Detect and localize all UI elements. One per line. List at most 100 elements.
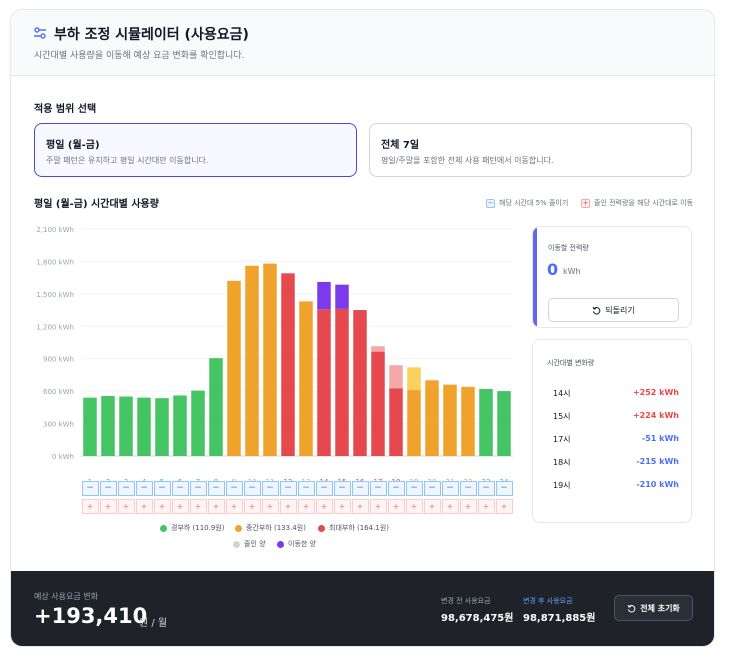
bar <box>245 265 259 456</box>
reduced-segment <box>389 365 403 389</box>
decrease-button[interactable]: − <box>81 481 99 496</box>
increase-button[interactable]: + <box>243 499 261 514</box>
bar <box>227 280 241 456</box>
decrease-button[interactable]: − <box>207 481 225 496</box>
bar <box>335 308 349 456</box>
scope-option-all-week[interactable]: 전체 7일 평일/주말을 포함한 전체 사용 패턴에서 이동합니다. <box>369 123 692 177</box>
change-row: 17시 -51 kWh <box>553 434 679 448</box>
increase-button[interactable]: + <box>333 499 351 514</box>
decrease-button[interactable]: − <box>189 481 207 496</box>
change-row: 15시 +224 kWh <box>553 411 679 425</box>
change-value: +252 kWh <box>632 388 679 397</box>
decrease-button[interactable]: − <box>477 481 495 496</box>
increase-button[interactable]: + <box>297 499 315 514</box>
sliders-icon <box>34 27 46 39</box>
decrease-button[interactable]: − <box>279 481 297 496</box>
decrease-button[interactable]: − <box>405 481 423 496</box>
change-hour: 18시 <box>553 458 571 467</box>
decrease-button[interactable]: − <box>99 481 117 496</box>
decrease-button[interactable]: − <box>495 481 513 496</box>
decrease-button[interactable]: − <box>351 481 369 496</box>
increase-button[interactable]: + <box>99 499 117 514</box>
bar <box>101 396 115 456</box>
accent-bar <box>533 227 537 327</box>
scope-label: 적용 범위 선택 <box>34 104 97 115</box>
decrease-button[interactable]: − <box>333 481 351 496</box>
decrease-button[interactable]: − <box>171 481 189 496</box>
legend-light-label: 경부하 (110.9원) <box>171 524 225 532</box>
legend-mid-swatch <box>235 524 242 532</box>
increase-button[interactable]: + <box>495 499 513 514</box>
decrease-button[interactable]: − <box>441 481 459 496</box>
revert-button[interactable]: 되돌리기 <box>548 298 679 322</box>
legend-peak-label: 최대부하 (164.1원) <box>329 524 389 532</box>
increase-button[interactable]: + <box>441 499 459 514</box>
reset-all-button[interactable]: 전체 초기화 <box>614 595 693 621</box>
moved-segment <box>335 284 349 309</box>
increase-button[interactable]: + <box>153 499 171 514</box>
legend-light-swatch <box>160 524 167 532</box>
y-tick-label: 0 kWh <box>52 453 74 461</box>
moved-segment <box>317 281 331 310</box>
bar <box>353 310 367 456</box>
increase-button[interactable]: + <box>117 499 135 514</box>
legend-moved: 이동한 양 <box>277 539 316 549</box>
bar <box>389 388 403 456</box>
bar <box>209 358 223 456</box>
cost-change-amount: +193,410 <box>34 604 148 628</box>
change-row: 14시 +252 kWh <box>553 388 679 402</box>
decrease-button[interactable]: − <box>423 481 441 496</box>
increase-button[interactable]: + <box>315 499 333 514</box>
increase-button[interactable]: + <box>81 499 99 514</box>
change-value: -215 kWh <box>636 457 679 466</box>
decrease-button[interactable]: − <box>243 481 261 496</box>
y-tick-label: 1,200 kWh <box>36 323 74 331</box>
y-tick-label: 300 kWh <box>43 421 74 429</box>
bar <box>443 384 457 456</box>
move-unit: kWh <box>563 267 581 276</box>
cost-change-label: 예상 사용요금 변화 <box>34 592 98 601</box>
increase-button[interactable]: + <box>387 499 405 514</box>
revert-label: 되돌리기 <box>605 305 635 315</box>
change-hour: 14시 <box>553 389 571 398</box>
legend-reduced-label: 줄인 양 <box>244 540 266 548</box>
decrease-button[interactable]: − <box>459 481 477 496</box>
increase-button[interactable]: + <box>423 499 441 514</box>
decrease-button[interactable]: − <box>369 481 387 496</box>
minus-icon: − <box>486 198 495 208</box>
increase-button[interactable]: + <box>171 499 189 514</box>
scope-option-weekday[interactable]: 평일 (월-금) 주말 패턴은 유지하고 평일 시간대만 이동합니다. <box>34 123 357 177</box>
increase-button[interactable]: + <box>405 499 423 514</box>
decrease-button[interactable]: − <box>117 481 135 496</box>
decrease-button[interactable]: − <box>261 481 279 496</box>
scope-option-title: 평일 (월-금) <box>46 140 100 151</box>
y-tick-label: 1,500 kWh <box>36 291 74 299</box>
changes-panel: 시간대별 변화량 14시 +252 kWh 15시 +224 kWh 17시 -… <box>532 339 692 523</box>
increase-button[interactable]: + <box>459 499 477 514</box>
increase-button[interactable]: + <box>207 499 225 514</box>
increase-button[interactable]: + <box>351 499 369 514</box>
change-value: -51 kWh <box>641 434 679 443</box>
decrease-button[interactable]: − <box>297 481 315 496</box>
legend-reduced: 줄인 양 <box>233 539 266 549</box>
decrease-button[interactable]: − <box>135 481 153 496</box>
chart-title: 평일 (월-금) 시간대별 사용량 <box>34 199 159 210</box>
hint-minus: − 해당 시간대 5% 줄이기 <box>486 198 568 208</box>
before-cost-label: 변경 전 사용요금 <box>441 597 491 605</box>
decrease-button[interactable]: − <box>153 481 171 496</box>
increase-button[interactable]: + <box>135 499 153 514</box>
increase-button[interactable]: + <box>279 499 297 514</box>
header: 부하 조정 시뮬레이터 (사용요금) 시간대별 사용량을 이동해 예상 요금 변… <box>11 10 714 76</box>
reduced-segment <box>371 346 385 352</box>
decrease-button[interactable]: − <box>387 481 405 496</box>
change-row: 18시 -215 kWh <box>553 457 679 471</box>
increase-button[interactable]: + <box>189 499 207 514</box>
legend-mid-label: 중간부하 (133.4원) <box>246 524 306 532</box>
increase-button[interactable]: + <box>369 499 387 514</box>
increase-button[interactable]: + <box>225 499 243 514</box>
bar <box>137 397 151 456</box>
increase-button[interactable]: + <box>261 499 279 514</box>
increase-button[interactable]: + <box>477 499 495 514</box>
decrease-button[interactable]: − <box>225 481 243 496</box>
decrease-button[interactable]: − <box>315 481 333 496</box>
